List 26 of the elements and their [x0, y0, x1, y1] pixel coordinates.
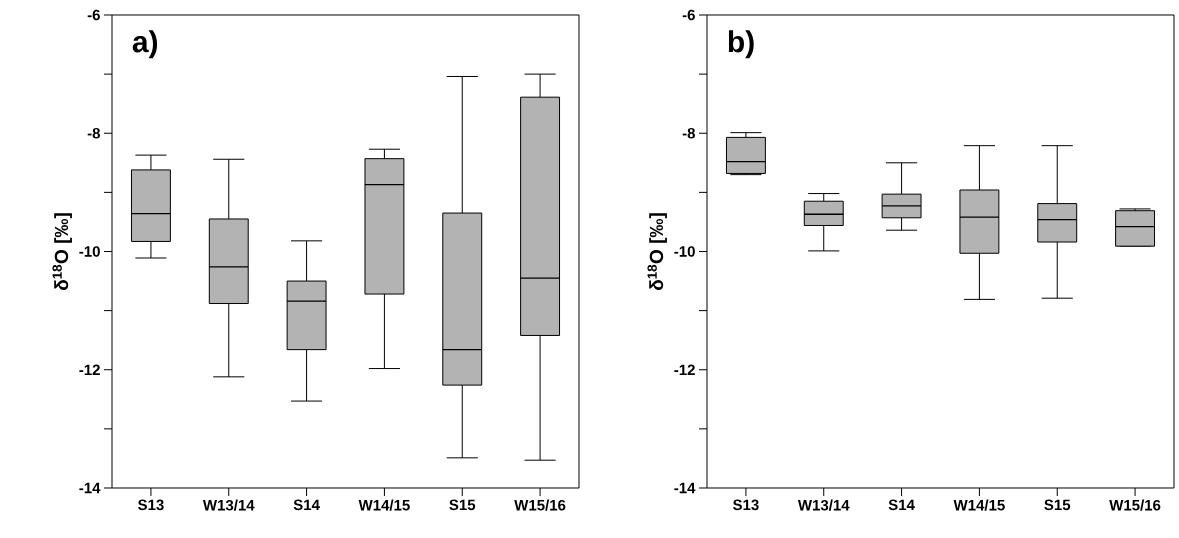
x-tick-label: S15	[449, 499, 476, 511]
y-axis-title: δ$^{18}$O [‰]	[647, 213, 667, 290]
y-tick-label: -10	[79, 246, 100, 257]
x-tick-label: W14/15	[358, 499, 410, 511]
chart-title: a)	[132, 30, 158, 59]
y-tick-label: -14	[674, 482, 696, 494]
x-tick-label: S14	[888, 499, 915, 511]
y-tick-label: -14	[79, 482, 101, 494]
x-tick-label: S13	[733, 499, 759, 511]
y-tick-label: -12	[79, 364, 100, 375]
x-tick-label: S14	[293, 499, 320, 511]
x-tick-label: W15/16	[514, 499, 566, 511]
x-tick-label: W13/14	[797, 499, 850, 511]
y-tick-label: -8	[87, 127, 101, 139]
y-tick-label: -6	[682, 9, 695, 21]
y-tick-label: -8	[682, 127, 695, 139]
x-tick-label: W13/14	[202, 499, 255, 511]
x-tick-label: W15/16	[1109, 499, 1161, 511]
y-tick-label: -10	[674, 246, 695, 257]
y-tick-label: -6	[87, 9, 100, 21]
x-tick-label: S15	[1044, 499, 1071, 511]
chart-title: b)	[728, 30, 754, 59]
x-tick-label: S13	[138, 499, 164, 511]
x-tick-label: W14/15	[953, 499, 1005, 511]
y-tick-label: -12	[674, 364, 695, 375]
y-axis-title: δ$^{18}$O [‰]	[52, 213, 72, 290]
